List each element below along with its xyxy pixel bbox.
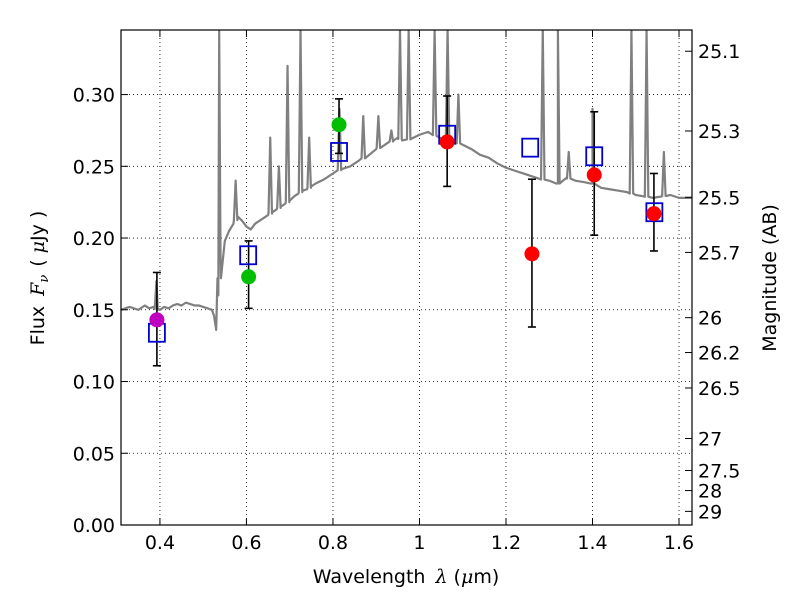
model-square-marker — [330, 142, 348, 162]
marker-layer — [148, 95, 664, 367]
observed-point-marker — [524, 246, 540, 262]
y2-tick-label: 29 — [698, 501, 722, 523]
observed-point-marker — [331, 117, 347, 133]
y-tick-label: 0.15 — [73, 300, 115, 322]
y-tick-label: 0.10 — [73, 372, 115, 394]
x-tick-label: 1 — [413, 532, 425, 554]
y2-tick-label: 28 — [698, 481, 722, 503]
observed-point-marker — [586, 167, 602, 183]
observed-point-marker — [439, 134, 455, 150]
x-tick-label: 1.2 — [491, 532, 521, 554]
model-square-marker — [521, 137, 540, 158]
y2-axis-label: Magnitude (AB) — [759, 204, 781, 352]
ticks: 0.4 0.6 0.8 1 1.2 1.4 1.6 0.00 0.05 0.10 0.15 0.20 0… — [73, 30, 740, 554]
observed-point-marker — [646, 206, 662, 222]
y-tick-label: 0.05 — [73, 443, 115, 465]
y2-tick-label: 25.3 — [698, 121, 740, 143]
x-tick-label: 1.6 — [664, 532, 694, 554]
x-axis-label: Wavelength λ (μm) — [313, 566, 499, 588]
observed-point-marker — [149, 312, 165, 328]
x-tick-label: 0.8 — [318, 532, 348, 554]
y-tick-label: 0.30 — [73, 85, 115, 107]
observed-point-marker — [241, 269, 257, 285]
y2-tick-label: 26.2 — [698, 343, 740, 365]
grid — [121, 30, 692, 526]
spectrum-layer — [121, 30, 692, 331]
y2-tick-label: 25.5 — [698, 187, 740, 209]
model-square-marker — [645, 202, 664, 223]
y2-tick-label: 26.5 — [698, 378, 740, 400]
y2-tick-label: 26 — [698, 308, 722, 330]
y2-tick-label: 25.1 — [698, 41, 740, 63]
y2-tick-label: 27.5 — [698, 460, 740, 482]
model-square-marker — [239, 245, 258, 266]
y-tick-label: 0.00 — [73, 515, 115, 537]
spectrum-line — [121, 30, 692, 331]
y-axis-label: FluxFν(μJy ) — [27, 211, 52, 346]
x-tick-label: 0.4 — [145, 532, 175, 554]
model-square-marker — [585, 146, 604, 167]
x-tick-label: 0.6 — [231, 532, 261, 554]
y2-tick-label: 25.7 — [698, 242, 740, 264]
y-tick-label: 0.20 — [73, 228, 115, 250]
plot-frame — [120, 29, 693, 526]
y-tick-label: 0.25 — [73, 156, 115, 178]
x-tick-label: 1.4 — [577, 532, 607, 554]
y2-tick-label: 27 — [698, 428, 722, 450]
